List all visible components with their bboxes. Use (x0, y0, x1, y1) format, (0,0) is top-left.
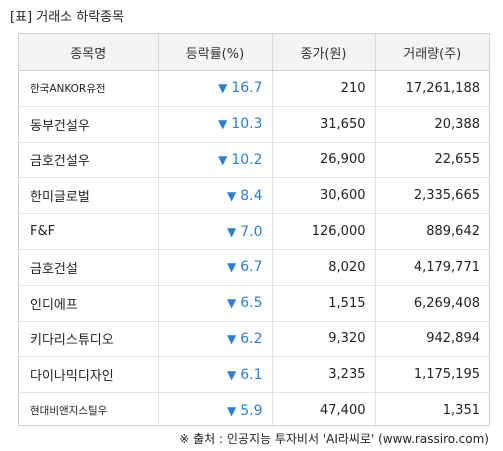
column-header-name: 종목명 (19, 34, 158, 71)
price-cell: 126,000 (271, 213, 375, 250)
volume-cell: 20,388 (374, 105, 489, 143)
down-triangle-icon: ▼ (227, 403, 237, 418)
down-triangle-icon: ▼ (227, 188, 237, 203)
volume-cell: 4,179,771 (374, 248, 489, 286)
column-header-price: 종가(원) (271, 34, 375, 71)
price-cell: 3,235 (271, 356, 375, 393)
down-triangle-icon: ▼ (227, 260, 237, 275)
change-value: 8.4 (240, 187, 263, 204)
stock-name: 인디에프 (19, 284, 158, 322)
change-cell: ▼ 6.5 (157, 284, 272, 322)
down-triangle-icon: ▼ (218, 117, 228, 132)
table-row: 한미글로벌 ▼ 8.4 30,600 2,335,665 (19, 177, 489, 214)
change-cell: ▼ 6.2 (157, 320, 272, 357)
change-cell: ▼ 7.0 (157, 213, 272, 250)
table-row: 현대비앤지스틸우 ▼ 5.9 47,400 1,351 (19, 392, 489, 428)
change-value: 6.1 (240, 366, 263, 383)
price-cell: 8,020 (271, 248, 375, 286)
table-row: 키다리스튜디오 ▼ 6.2 9,320 942,894 (19, 320, 489, 357)
table-row: 인디에프 ▼ 6.5 1,515 6,269,408 (19, 284, 489, 322)
volume-cell: 942,894 (374, 320, 489, 357)
price-cell: 30,600 (271, 177, 375, 214)
table-row: 다이나믹디자인 ▼ 6.1 3,235 1,175,195 (19, 356, 489, 393)
page-title: [표] 거래소 하락종목 (10, 10, 125, 25)
volume-cell: 17,261,188 (374, 70, 489, 107)
table-header-row: 종목명 등락률(%) 종가(원) 거래량(주) (19, 34, 489, 71)
stock-name: 한미글로벌 (19, 177, 158, 214)
change-value: 6.5 (240, 295, 263, 312)
stock-name: 키다리스튜디오 (19, 320, 158, 357)
price-cell: 9,320 (271, 320, 375, 357)
column-header-volume: 거래량(주) (374, 34, 489, 71)
table-row: 동부건설우 ▼ 10.3 31,650 20,388 (19, 105, 489, 143)
volume-cell: 2,335,665 (374, 177, 489, 214)
change-value: 10.3 (231, 116, 263, 133)
stock-name: 동부건설우 (19, 105, 158, 143)
price-cell: 47,400 (271, 392, 375, 428)
table-row: 금호건설우 ▼ 10.2 26,900 22,655 (19, 141, 489, 178)
column-header-change: 등락률(%) (157, 34, 272, 71)
stock-name: 현대비앤지스틸우 (19, 392, 158, 428)
source-note: ※ 출처 : 인공지능 투자비서 'AI라씨로' (www.rassiro.co… (179, 432, 489, 446)
stock-name: F&F (19, 213, 158, 250)
change-cell: ▼ 5.9 (157, 392, 272, 428)
change-cell: ▼ 10.3 (157, 105, 272, 143)
stock-name: 다이나믹디자인 (19, 356, 158, 393)
down-triangle-icon: ▼ (227, 367, 237, 382)
down-triangle-icon: ▼ (227, 331, 237, 346)
change-value: 16.7 (231, 80, 263, 97)
change-cell: ▼ 6.1 (157, 356, 272, 393)
stock-name: 금호건설우 (19, 141, 158, 178)
stock-name: 금호건설 (19, 248, 158, 286)
change-value: 6.2 (240, 330, 263, 347)
volume-cell: 22,655 (374, 141, 489, 178)
price-cell: 31,650 (271, 105, 375, 143)
change-value: 6.7 (240, 259, 263, 276)
change-cell: ▼ 16.7 (157, 70, 272, 107)
stock-name: 한국ANKOR유전 (30, 82, 106, 95)
volume-cell: 1,175,195 (374, 356, 489, 393)
price-cell: 1,515 (271, 284, 375, 322)
table-row: 금호건설 ▼ 6.7 8,020 4,179,771 (19, 248, 489, 286)
down-triangle-icon: ▼ (218, 81, 228, 96)
change-value: 5.9 (240, 402, 263, 419)
volume-cell: 6,269,408 (374, 284, 489, 322)
table-row: 한국ANKOR유전 ▼ 16.7 210 17,261,188 (19, 70, 489, 107)
volume-cell: 889,642 (374, 213, 489, 250)
change-cell: ▼ 6.7 (157, 248, 272, 286)
change-cell: ▼ 8.4 (157, 177, 272, 214)
price-cell: 210 (271, 70, 375, 107)
table-row: F&F ▼ 7.0 126,000 889,642 (19, 213, 489, 250)
falling-stocks-table: 종목명 등락률(%) 종가(원) 거래량(주) 한국ANKOR유전 ▼ 16.7 … (18, 33, 490, 428)
price-cell: 26,900 (271, 141, 375, 178)
change-value: 7.0 (240, 223, 263, 240)
change-cell: ▼ 10.2 (157, 141, 272, 178)
down-triangle-icon: ▼ (227, 224, 237, 239)
down-triangle-icon: ▼ (227, 296, 237, 311)
volume-cell: 1,351 (374, 392, 489, 428)
change-value: 10.2 (231, 151, 263, 168)
down-triangle-icon: ▼ (218, 152, 228, 167)
